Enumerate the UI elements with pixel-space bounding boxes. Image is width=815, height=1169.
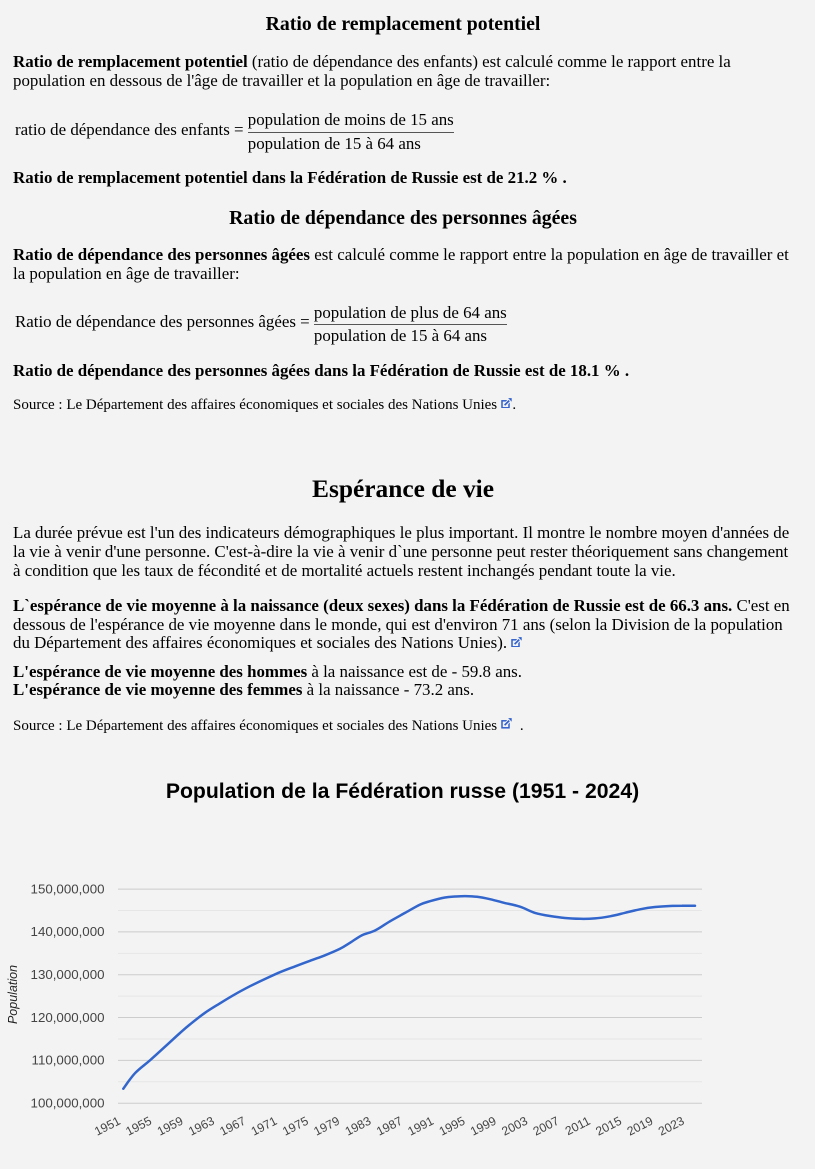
svg-text:1967: 1967 [217,1113,248,1138]
svg-text:2019: 2019 [625,1113,656,1138]
svg-text:110,000,000: 110,000,000 [32,1052,105,1067]
svg-text:2023: 2023 [656,1113,687,1138]
svg-text:1991: 1991 [405,1113,436,1138]
svg-text:2011: 2011 [563,1113,593,1137]
svg-text:1987: 1987 [374,1113,405,1138]
svg-text:1963: 1963 [186,1113,217,1138]
svg-text:1955: 1955 [123,1113,154,1138]
svg-text:1971: 1971 [249,1113,280,1138]
svg-text:Population: Population [6,965,20,1024]
svg-text:1979: 1979 [311,1113,342,1138]
svg-text:2007: 2007 [531,1113,562,1138]
svg-text:1951: 1951 [92,1113,123,1138]
svg-text:Population de la Fédération ru: Population de la Fédération russe (1951 … [166,780,639,803]
svg-text:1983: 1983 [343,1113,374,1138]
svg-text:1959: 1959 [155,1113,186,1138]
svg-text:120,000,000: 120,000,000 [31,1010,105,1025]
svg-text:1999: 1999 [468,1113,499,1138]
svg-text:100,000,000: 100,000,000 [31,1095,105,1110]
svg-text:140,000,000: 140,000,000 [31,924,105,939]
svg-text:150,000,000: 150,000,000 [31,881,105,896]
svg-text:2015: 2015 [593,1113,624,1138]
svg-text:130,000,000: 130,000,000 [31,967,105,982]
svg-text:1975: 1975 [280,1113,311,1138]
svg-text:1995: 1995 [437,1113,468,1138]
svg-text:2003: 2003 [499,1113,530,1138]
